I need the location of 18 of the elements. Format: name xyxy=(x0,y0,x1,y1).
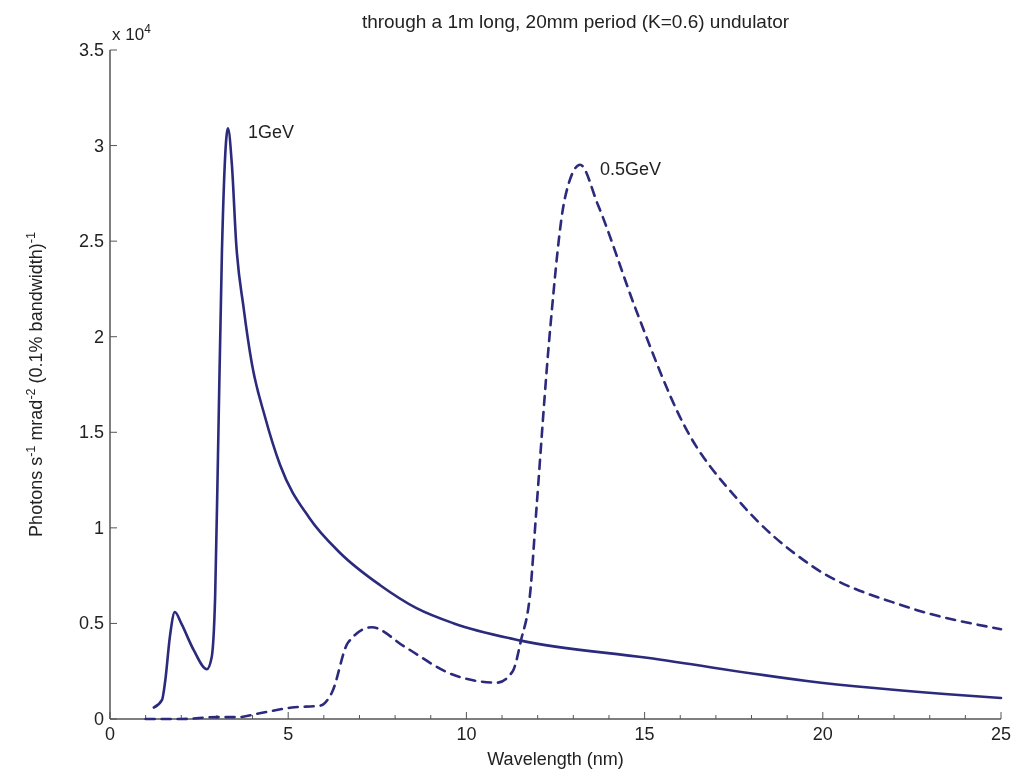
text: x 10$^{4}$ xyxy=(112,22,152,44)
x-tick-label: 20 xyxy=(812,724,833,744)
y-tick-label: 3 xyxy=(93,135,104,156)
chart-title: through a 1m long, 20mm period (K=0.6) undulator xyxy=(361,11,790,32)
x-tick-label: 10 xyxy=(456,724,477,744)
y-tick-label: 2.5 xyxy=(78,231,104,252)
x-axis-title: Wavelength (nm) xyxy=(487,749,624,769)
x-tick-label: 15 xyxy=(634,724,655,744)
series-label: 1GeV xyxy=(247,122,294,143)
x-tick-label: 5 xyxy=(283,724,294,744)
y-tick-label: 1.5 xyxy=(78,422,104,443)
y-tick-label: 0.5 xyxy=(78,613,104,634)
y-tick-label: 2 xyxy=(93,326,104,347)
series-label: 0.5GeV xyxy=(600,158,662,179)
y-tick-label: 1 xyxy=(93,517,104,538)
y-tick-label: 3.5 xyxy=(78,40,104,60)
x-tick-label: 25 xyxy=(990,724,1012,744)
y-tick-label: 0 xyxy=(93,709,104,729)
